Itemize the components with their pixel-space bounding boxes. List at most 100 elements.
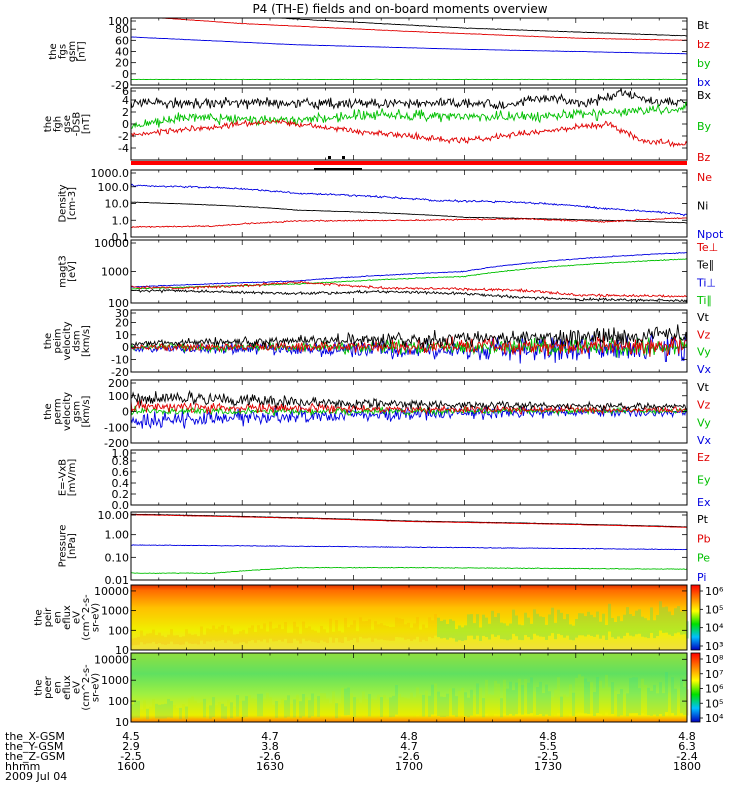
heatmap-texture [422,624,425,640]
heatmap-texture [521,684,524,715]
heatmap-texture [143,700,146,718]
heatmap-texture [518,678,521,714]
heatmap-texture [629,678,632,714]
heatmap-texture [614,690,617,716]
y-axis-label: peir [43,607,54,627]
heatmap-texture [566,614,569,636]
y-tick-label: 10 [115,329,129,342]
heatmap-texture [365,621,368,639]
heatmap-texture [476,683,479,715]
series-line-Pi [130,544,688,551]
heatmap-texture [194,700,197,718]
heatmap-texture [530,677,533,714]
heatmap-texture [167,698,170,718]
series-line-Vz [130,399,688,416]
heatmap-texture [608,687,611,716]
heatmap-texture [356,698,359,718]
heatmap-texture [209,629,212,642]
heatmap-texture [350,693,353,717]
heatmap-texture [182,636,185,645]
heatmap-texture [428,617,431,637]
y-axis-label: [nT] [81,114,92,134]
heatmap-texture [446,624,449,640]
heatmap-texture [329,618,332,638]
y-axis-label: the [34,679,45,695]
heatmap-texture [434,683,437,715]
heatmap-texture [176,708,179,720]
heatmap-texture [581,613,584,636]
heatmap-texture [296,694,299,717]
legend-item-Vx: Vx [697,434,712,447]
y-tick-label: 0.10 [105,551,130,564]
y-tick-label: 0.6 [112,466,130,479]
heatmap-texture [179,707,182,720]
heatmap-texture [620,621,623,639]
y-axis-label: the [48,43,59,59]
heatmap-texture [290,632,293,644]
heatmap-texture [335,620,338,639]
legend-item-Vy: Vy [697,416,711,429]
y-tick-label: 200 [108,377,129,390]
heatmap-texture [389,627,392,641]
heatmap-texture [455,629,458,642]
heatmap-texture [365,699,368,718]
heatmap-texture [422,694,425,717]
heatmap-texture [620,689,623,716]
heatmap-texture [173,635,176,645]
footer-value: -2.6 [398,750,419,763]
heatmap-texture [548,614,551,636]
heatmap-texture [644,618,647,638]
footer-value: 4.8 [400,730,418,743]
heatmap-texture [623,694,626,717]
heatmap-texture [407,622,410,640]
heatmap-texture [227,625,230,641]
y-tick-label: -100 [104,421,129,434]
heatmap-texture [548,691,551,716]
heatmap-texture [170,629,173,642]
heatmap-texture [494,680,497,714]
series-line-Pb [131,514,687,528]
heatmap-texture [635,677,638,714]
heatmap-texture [452,688,455,716]
colorbar-tick-label: 10⁸ [705,653,724,666]
heatmap-texture [197,636,200,645]
heatmap-texture [596,611,599,635]
heatmap-texture [497,613,500,636]
heatmap-texture [131,704,134,719]
y-axis-label: -DSB [72,112,83,137]
heatmap-texture [632,677,635,714]
heatmap-texture [182,704,185,719]
heatmap-texture [512,690,515,716]
y-axis-label: sr-eV) [91,673,102,702]
y-axis-label: en [53,611,64,624]
heatmap-texture [200,702,203,719]
heatmap-texture [419,694,422,717]
heatmap-texture [215,628,218,642]
heatmap-texture [491,694,494,717]
series-line-Vt [130,389,688,412]
y-tick-label: 30 [115,307,129,320]
heatmap-texture [194,634,197,644]
heatmap-texture [560,612,563,636]
heatmap-texture [158,704,161,719]
heatmap-texture [287,695,290,717]
heatmap-texture [260,693,263,717]
heatmap-texture [395,685,398,715]
y-axis-label: [km/s] [81,325,92,357]
heatmap-texture [203,698,206,718]
heatmap-texture [275,627,278,642]
heatmap-texture [200,626,203,641]
y-tick-label: 100 [108,297,129,310]
heatmap-texture [479,627,482,641]
heatmap-texture [239,631,242,643]
heatmap-texture [374,621,377,639]
heatmap-texture [521,625,524,641]
colorbar-tick-label: 10⁶ [705,585,724,598]
y-axis-label: [eV] [67,261,78,282]
heatmap-texture [323,693,326,717]
heatmap-texture [215,705,218,719]
legend-item-Npot: Npot [697,228,724,241]
heatmap-texture [293,621,296,639]
series-line-Bt [131,17,688,37]
heatmap-texture [647,620,650,639]
